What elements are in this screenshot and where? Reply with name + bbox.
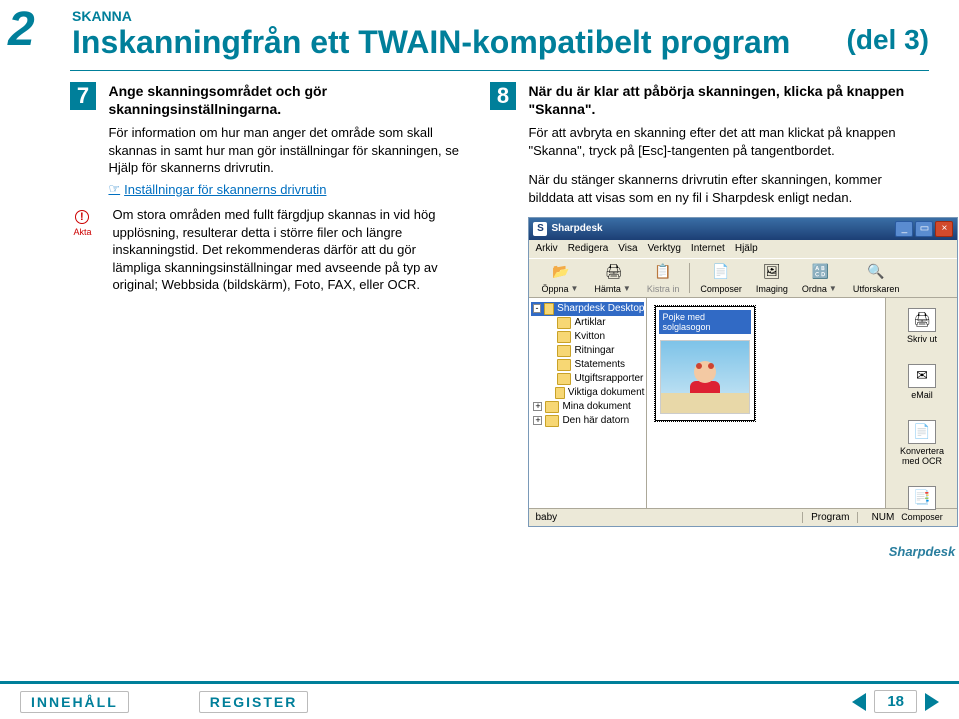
caution-label: Akta <box>60 226 104 238</box>
prev-page-button[interactable] <box>852 693 866 711</box>
folder-icon <box>545 401 559 413</box>
step-7-number: 7 <box>70 82 96 110</box>
output-zone-bar: 🖨Skriv ut✉eMail📄Konvertera med OCR📑Compo… <box>885 298 957 508</box>
toolbar-öppna[interactable]: 📂Öppna▼ <box>535 260 586 296</box>
hand-icon: ☞ <box>108 181 120 197</box>
folder-tree: -Sharpdesk DesktopArtiklarKvittonRitning… <box>529 298 647 508</box>
step-8-number: 8 <box>490 82 516 110</box>
caution-block: Akta Om stora områden med fullt färgdjup… <box>108 206 463 294</box>
menu-visa[interactable]: Visa <box>618 243 637 254</box>
window-title: Sharpdesk <box>551 223 602 234</box>
app-icon: S <box>533 222 547 236</box>
tree-den-här-datorn[interactable]: +Den här datorn <box>531 414 644 428</box>
sharpdesk-window: S Sharpdesk _ ▭ × Arkiv Redigera Visa Verkt… <box>528 217 958 527</box>
warning-icon <box>75 210 89 224</box>
tree-mina-dokument[interactable]: +Mina dokument <box>531 400 644 414</box>
toolbar: 📂Öppna▼🖨Hämta▼📋Kistra in📄Composer🖼Imagin… <box>529 258 957 298</box>
menu-bar: Arkiv Redigera Visa Verktyg Internet Hjälp <box>529 240 957 258</box>
status-cell-program: Program <box>802 512 857 523</box>
hämta-icon: 🖨 <box>604 262 624 282</box>
maximize-button[interactable]: ▭ <box>915 221 933 237</box>
folder-icon <box>557 331 571 343</box>
tree-utgiftsrapporter[interactable]: Utgiftsrapporter <box>531 372 644 386</box>
file-thumbnail[interactable]: Pojke med solglasogon <box>655 306 755 421</box>
zone-skriv-ut[interactable]: 🖨Skriv ut <box>892 304 952 348</box>
menu-arkiv[interactable]: Arkiv <box>535 243 557 254</box>
left-column: 7 Ange skanningsområdet och gör skanning… <box>70 82 465 294</box>
chapter-number: 2 <box>8 6 35 54</box>
step-8-text-2: När du stänger skannerns drivrutin efter… <box>528 171 923 206</box>
content-pane: Pojke med solglasogon <box>647 298 885 508</box>
konvertera-med-ocr-icon: 📄 <box>908 420 936 444</box>
tree-viktiga-dokument[interactable]: Viktiga dokument <box>531 386 644 400</box>
composer-icon: 📄 <box>711 262 731 282</box>
page-title: Inskanningfrån ett TWAIN-kompatibelt pro… <box>72 24 790 61</box>
link-label: Inställningar för skannerns drivrutin <box>124 182 326 197</box>
zone-konvertera-med-ocr[interactable]: 📄Konvertera med OCR <box>892 416 952 470</box>
tree-ritningar[interactable]: Ritningar <box>531 344 644 358</box>
next-page-button[interactable] <box>925 693 939 711</box>
step-8-title: När du är klar att påbörja skanningen, k… <box>528 82 923 118</box>
page-number: 18 <box>874 690 917 713</box>
folder-icon <box>557 359 571 371</box>
zone-email[interactable]: ✉eMail <box>892 360 952 404</box>
caution-badge: Akta <box>60 210 104 238</box>
imaging-icon: 🖼 <box>762 262 782 282</box>
utforskaren-icon: 🔍 <box>866 262 886 282</box>
kistra in-icon: 📋 <box>653 262 673 282</box>
sharpdesk-brand: Sharpdesk <box>889 544 955 559</box>
chapter-kicker: SKANNA <box>72 8 132 24</box>
step-7-title: Ange skanningsområdet och gör skanningsi… <box>108 82 463 118</box>
part-label: (del 3) <box>847 24 929 56</box>
folder-icon <box>545 415 559 427</box>
tree-kvitton[interactable]: Kvitton <box>531 330 644 344</box>
folder-icon <box>557 317 571 329</box>
toolbar-kistra in: 📋Kistra in <box>641 260 686 296</box>
email-icon: ✉ <box>908 364 936 388</box>
toolbar-ordna[interactable]: 🔠Ordna▼ <box>796 260 845 296</box>
tree-statements[interactable]: Statements <box>531 358 644 372</box>
right-column: 8 När du är klar att påbörja skanningen,… <box>490 82 925 527</box>
thumbnail-name: Pojke med solglasogon <box>659 310 751 334</box>
menu-internet[interactable]: Internet <box>691 243 725 254</box>
menu-hjälp[interactable]: Hjälp <box>735 243 758 254</box>
skriv-ut-icon: 🖨 <box>908 308 936 332</box>
ordna-icon: 🔠 <box>810 262 830 282</box>
register-link[interactable]: REGISTER <box>199 691 309 713</box>
öppna-icon: 📂 <box>551 262 571 282</box>
contents-link[interactable]: INNEHÅLL <box>20 691 129 713</box>
folder-icon <box>557 373 571 385</box>
status-left: baby <box>529 512 563 523</box>
caution-text: Om stora områden med fullt färgdjup skan… <box>112 206 463 294</box>
titlebar: S Sharpdesk _ ▭ × <box>529 218 957 240</box>
folder-icon <box>544 303 555 315</box>
minimize-button[interactable]: _ <box>895 221 913 237</box>
tree-artiklar[interactable]: Artiklar <box>531 316 644 330</box>
step-8-text-1: För att avbryta en skanning efter det at… <box>528 124 923 159</box>
footer-bar: INNEHÅLL REGISTER 18 <box>0 681 959 719</box>
toolbar-imaging[interactable]: 🖼Imaging <box>750 260 794 296</box>
toolbar-utforskaren[interactable]: 🔍Utforskaren <box>847 260 906 296</box>
menu-verktyg[interactable]: Verktyg <box>648 243 681 254</box>
tree-sharpdesk-desktop[interactable]: -Sharpdesk Desktop <box>531 302 644 316</box>
toolbar-hämta[interactable]: 🖨Hämta▼ <box>588 260 638 296</box>
thumbnail-image <box>659 337 751 417</box>
folder-icon <box>555 387 565 399</box>
title-divider <box>70 70 929 71</box>
composer-icon: 📑 <box>908 486 936 510</box>
menu-redigera[interactable]: Redigera <box>568 243 609 254</box>
driver-settings-link[interactable]: ☞ Inställningar för skannerns drivrutin <box>108 181 326 197</box>
toolbar-composer[interactable]: 📄Composer <box>694 260 748 296</box>
step-7-text: För information om hur man anger det omr… <box>108 124 463 177</box>
status-cell-num: NUM <box>857 512 907 523</box>
close-button[interactable]: × <box>935 221 953 237</box>
folder-icon <box>557 345 571 357</box>
